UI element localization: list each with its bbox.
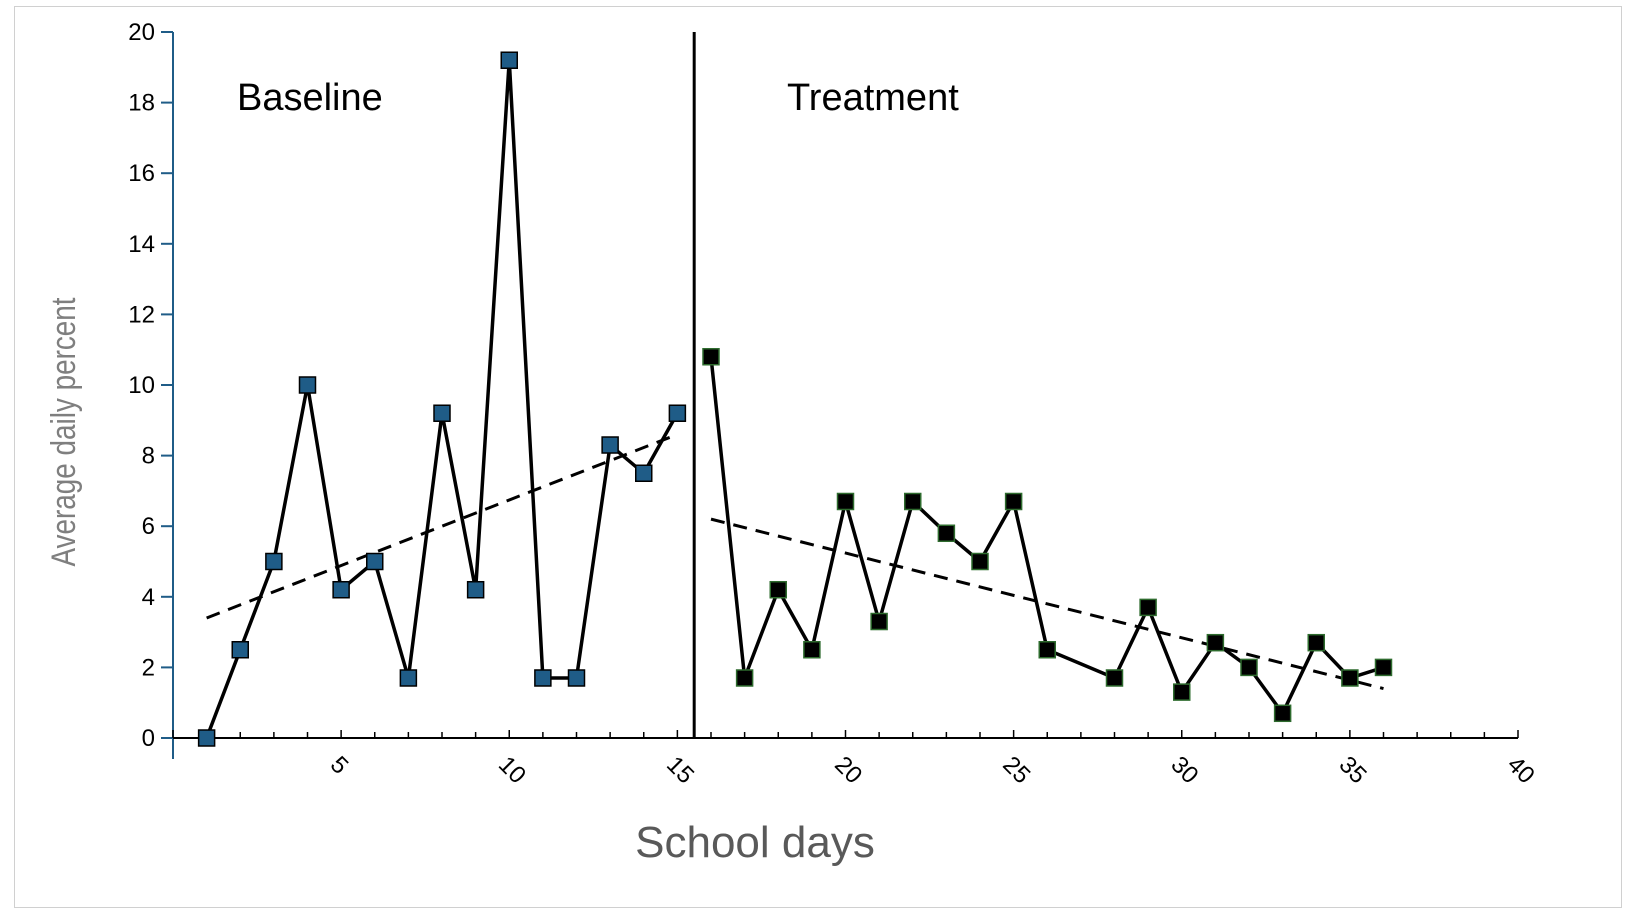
y-tick-label: 10	[128, 372, 155, 399]
data-point-treatment	[1307, 633, 1325, 652]
data-point-treatment	[1341, 669, 1359, 687]
x-tick-label: 5	[325, 751, 354, 780]
data-point-treatment	[1173, 683, 1191, 701]
x-tick-label: 40	[1502, 751, 1540, 789]
data-point-treatment	[1004, 492, 1023, 511]
data-point-baseline	[567, 669, 586, 687]
data-point-treatment	[1206, 633, 1225, 652]
data-point-baseline	[668, 404, 687, 422]
series-line-baseline	[204, 60, 679, 739]
data-point-treatment	[1240, 658, 1258, 677]
data-point-baseline	[433, 404, 451, 422]
x-tick-label: 15	[661, 751, 699, 789]
x-tick-label: 25	[997, 751, 1035, 789]
data-points-group	[197, 51, 1393, 747]
data-point-baseline	[298, 376, 317, 394]
data-point-treatment	[803, 641, 821, 659]
y-tick-label: 2	[142, 654, 155, 681]
data-point-treatment	[971, 552, 989, 571]
baseline-label: Baseline	[237, 77, 383, 119]
data-point-baseline	[366, 552, 384, 571]
x-tick-label: 35	[1334, 751, 1372, 789]
data-point-treatment	[1273, 704, 1292, 723]
data-point-baseline	[332, 580, 350, 599]
data-point-baseline	[534, 669, 552, 687]
data-point-treatment	[1139, 598, 1157, 617]
treatment-label: Treatment	[787, 77, 959, 119]
y-tick-label: 16	[128, 160, 155, 187]
labels-group: Baseline Treatment Average daily percent…	[44, 77, 959, 867]
y-tick-label: 4	[142, 584, 155, 611]
data-point-treatment	[1374, 658, 1393, 677]
data-point-treatment	[769, 580, 787, 599]
x-axis-title: School days	[635, 818, 875, 867]
data-point-treatment	[937, 524, 956, 543]
data-point-baseline	[399, 669, 418, 687]
data-point-treatment	[1038, 641, 1056, 659]
y-tick-label: 0	[142, 725, 155, 752]
data-point-baseline	[500, 51, 518, 69]
y-axis-title: Average daily percent	[44, 297, 82, 566]
data-point-baseline	[197, 729, 216, 747]
chart-canvas: 0 2 4 6 8 10 12 14 16 18 20 5 10 15 20 25 30 35 40 Baselin…	[44, 19, 1539, 867]
y-tick-label: 20	[128, 19, 155, 46]
y-tick-label: 12	[128, 301, 155, 328]
y-tick-label: 18	[128, 90, 155, 117]
data-point-treatment	[735, 669, 754, 687]
data-point-treatment	[870, 612, 888, 631]
x-tick-label: 20	[829, 751, 867, 789]
data-point-baseline	[265, 552, 283, 571]
chart-frame: 0 2 4 6 8 10 12 14 16 18 20 5 10 15 20 25 30 35 40 Baselin…	[14, 6, 1622, 908]
data-point-treatment	[1105, 669, 1124, 687]
axes-group: 0 2 4 6 8 10 12 14 16 18 20 5 10 15 20 25 30 35 40	[128, 19, 1539, 789]
trendlines-group	[206, 433, 1384, 691]
x-tick-label: 10	[493, 751, 531, 789]
data-point-treatment	[836, 492, 855, 511]
data-point-treatment	[702, 348, 720, 366]
data-point-baseline	[231, 641, 249, 659]
data-point-baseline	[601, 436, 619, 454]
y-tick-label: 14	[128, 231, 155, 258]
data-point-baseline	[466, 580, 485, 599]
x-tick-label: 30	[1166, 751, 1204, 789]
data-point-baseline	[635, 464, 653, 482]
y-tick-label: 8	[142, 443, 155, 470]
trendline-baseline	[206, 433, 678, 620]
data-point-treatment	[904, 492, 922, 511]
series-line-treatment	[709, 356, 1385, 717]
y-tick-label: 6	[142, 513, 155, 540]
trendline-treatment	[710, 517, 1384, 691]
